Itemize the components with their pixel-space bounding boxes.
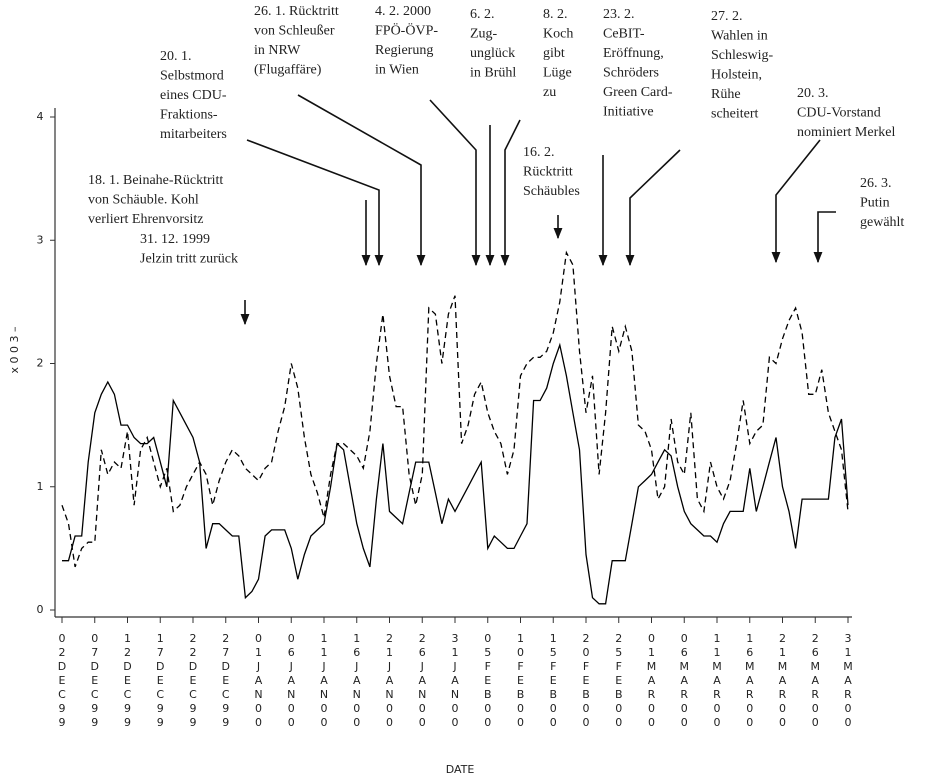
annotation-text: Schröders (603, 66, 659, 81)
annotation-text: Wahlen in (711, 29, 768, 44)
x-axis-label: DATE (446, 763, 475, 776)
annotation-text: 20. 3. (797, 86, 829, 101)
annotation-text: Rücktritt (523, 165, 573, 180)
annotation-arrow (813, 211, 836, 264)
annotation-text: Regierung (375, 43, 433, 58)
x-tick-label: 15FEB00 (547, 632, 560, 730)
annotation-text: Schleswig- (711, 48, 774, 63)
x-tick-label: 06JAN00 (285, 632, 298, 730)
x-tick-label: 16JAN00 (350, 632, 363, 730)
annotation-text: Putin (860, 196, 890, 211)
annotation-arrow (771, 139, 821, 264)
annotation-text: CeBIT- (603, 27, 645, 42)
x-tick-label: 16MAR00 (743, 632, 756, 730)
annotation-text: zu (543, 85, 556, 100)
annotation-text: Initiative (603, 105, 654, 120)
x-tick-label: 26JAN00 (416, 632, 429, 730)
x-tick-label: 10FEB00 (514, 632, 527, 730)
y-axis-label: x 0 0 3 – (8, 327, 21, 374)
series-line (62, 342, 849, 605)
annotation-arrow (297, 94, 426, 267)
annotation-text: Green Card- (603, 85, 673, 100)
annotation-text: 8. 2. (543, 7, 568, 22)
annotation-text: Jelzin tritt zurück (140, 252, 238, 267)
x-tick-label: 07DEC99 (88, 632, 101, 730)
x-tick-label: 22DEC99 (187, 632, 200, 730)
annotation-text: Schäubles (523, 184, 580, 199)
x-tick-label: 31JAN00 (449, 632, 462, 730)
x-tick-label: 02DEC99 (56, 632, 69, 730)
x-tick-label: 01JAN00 (252, 632, 265, 730)
annotation-arrow (500, 119, 521, 267)
annotation-text: (Flugaffäre) (254, 63, 322, 78)
annotation-text: von Schäuble. Kohl (88, 193, 199, 208)
annotation-text: mitarbeiters (160, 127, 227, 142)
annotation-arrow (625, 149, 681, 267)
annotation-text: 4. 2. 2000 (375, 4, 431, 19)
annotation-text: Holstein, (711, 68, 762, 83)
annotation-text: Selbstmord (160, 69, 224, 84)
annotation-text: verliert Ehrenvorsitz (88, 212, 203, 227)
y-tick-label: 3 (37, 233, 44, 246)
annotation-text: in Wien (375, 63, 419, 78)
annotation-text: gewählt (860, 215, 904, 230)
annotation-text: Zug- (470, 27, 498, 42)
y-tick-label: 4 (37, 110, 44, 123)
x-tick-label: 11MAR00 (711, 632, 724, 730)
x-tick-label: 20FEB00 (580, 632, 593, 730)
annotation-text: unglück (470, 46, 515, 61)
annotation-text: Koch (543, 27, 573, 42)
y-tick-label: 2 (37, 357, 44, 370)
annotation-text: Fraktions- (160, 108, 218, 123)
x-tick-label: 17DEC99 (154, 632, 167, 730)
annotation-arrow (246, 139, 384, 267)
annotation-text: in Brühl (470, 66, 516, 81)
x-tick-label: 26MAR00 (809, 632, 822, 730)
annotation-text: Lüge (543, 66, 572, 81)
series-line (61, 250, 849, 568)
annotation-text: 18. 1. Beinahe-Rücktritt (88, 173, 223, 188)
x-tick-label: 25FEB00 (612, 632, 625, 730)
y-tick-label: 0 (37, 603, 44, 616)
annotation-text: 26. 1. Rücktritt (254, 4, 339, 19)
annotation-text: scheitert (711, 107, 759, 122)
annotation-text: in NRW (254, 43, 301, 58)
annotation-text: nominiert Merkel (797, 125, 895, 140)
x-tick-label: 06MAR00 (678, 632, 691, 730)
x-tick-label: 12DEC99 (121, 632, 134, 730)
annotation-text: 26. 3. (860, 176, 892, 191)
annotation-arrow (429, 99, 481, 267)
annotation-text: 27. 2. (711, 9, 743, 24)
annotation-text: eines CDU- (160, 88, 227, 103)
x-tick-label: 05FEB00 (481, 632, 494, 730)
annotation-text: 16. 2. (523, 145, 555, 160)
annotation-text: 23. 2. (603, 7, 635, 22)
annotation-text: FPÖ-ÖVP- (375, 22, 438, 39)
annotation-text: von Schleußer (254, 24, 335, 39)
x-tick-label: 21JAN00 (383, 632, 396, 730)
x-tick-label: 31MAR00 (842, 632, 855, 730)
x-tick-label: 27DEC99 (219, 632, 232, 730)
x-tick-label: 01MAR00 (645, 632, 658, 730)
annotation-text: Rühe (711, 87, 741, 102)
annotation-text: gibt (543, 46, 565, 61)
annotation-text: CDU-Vorstand (797, 106, 881, 121)
annotation-text: Eröffnung, (603, 46, 664, 61)
annotation-text: 31. 12. 1999 (140, 232, 210, 247)
y-tick-label: 1 (37, 480, 44, 493)
x-tick-label: 11JAN00 (318, 632, 331, 730)
annotation-text: 20. 1. (160, 49, 192, 64)
x-tick-label: 21MAR00 (776, 632, 789, 730)
annotation-text: 6. 2. (470, 7, 495, 22)
